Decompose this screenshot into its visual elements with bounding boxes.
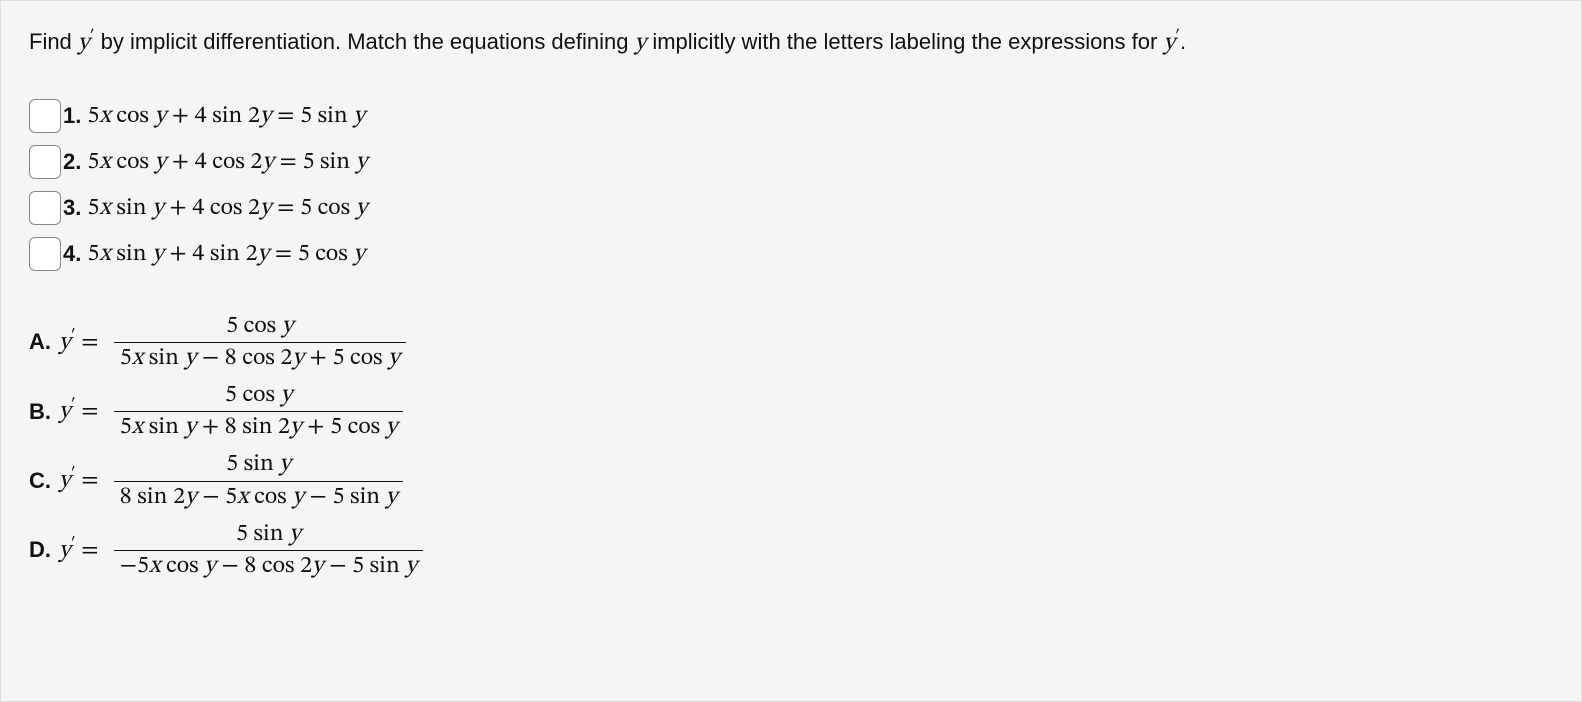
prompt-text-2: by implicit differentiation. Match the e… — [94, 29, 634, 54]
equation-3: 5x sin y + 4 cos 2y = 5 cos y — [87, 193, 367, 223]
answer-letter: B. — [29, 399, 51, 425]
yprime-symbol: y′ — [78, 31, 95, 55]
equation-number: 4. — [63, 241, 81, 267]
answer-C-expr: y′ = 5 sin y 8 sin 2y − 5x cos y − 5 sin… — [59, 449, 407, 512]
answer-letter: A. — [29, 329, 51, 355]
answer-A-expr: y′ = 5 cos y 5x sin y − 8 cos 2y + 5 cos… — [59, 311, 410, 374]
match-row: 4. 5x sin y + 4 sin 2y = 5 cos y — [29, 237, 1553, 271]
answer-B-expr: y′ = 5 cos y 5x sin y + 8 sin 2y + 5 cos… — [59, 380, 407, 443]
question-card: Find y′ by implicit differentiation. Mat… — [0, 0, 1582, 702]
answer-option-C: C. y′ = 5 sin y 8 sin 2y − 5x cos y − 5 … — [29, 449, 1553, 512]
equation-number: 3. — [63, 195, 81, 221]
answer-option-A: A. y′ = 5 cos y 5x sin y − 8 cos 2y + 5 … — [29, 311, 1553, 374]
match-row: 1. 5x cos y + 4 sin 2y = 5 sin y — [29, 99, 1553, 133]
prompt-text-3: implicitly with the letters labeling the… — [646, 29, 1163, 54]
equation-1: 5x cos y + 4 sin 2y = 5 sin y — [87, 101, 365, 131]
equation-number: 2. — [63, 149, 81, 175]
equation-4: 5x sin y + 4 sin 2y = 5 cos y — [87, 239, 365, 269]
fraction: 5 cos y 5x sin y − 8 cos 2y + 5 cos y — [114, 311, 406, 374]
answers-list: A. y′ = 5 cos y 5x sin y − 8 cos 2y + 5 … — [29, 311, 1553, 583]
match-input-3[interactable] — [29, 191, 61, 225]
yprime-symbol-2: y′ — [1163, 31, 1180, 55]
answer-letter: C. — [29, 468, 51, 494]
match-list: 1. 5x cos y + 4 sin 2y = 5 sin y 2. 5x c… — [29, 99, 1553, 271]
match-input-4[interactable] — [29, 237, 61, 271]
match-row: 2. 5x cos y + 4 cos 2y = 5 sin y — [29, 145, 1553, 179]
answer-D-expr: y′ = 5 sin y −5x cos y − 8 cos 2y − 5 si… — [59, 519, 427, 582]
answer-option-D: D. y′ = 5 sin y −5x cos y − 8 cos 2y − 5… — [29, 519, 1553, 582]
fraction: 5 sin y −5x cos y − 8 cos 2y − 5 sin y — [114, 519, 423, 582]
equation-2: 5x cos y + 4 cos 2y = 5 sin y — [87, 147, 367, 177]
question-prompt: Find y′ by implicit differentiation. Mat… — [29, 27, 1553, 61]
prompt-text-4: . — [1180, 29, 1186, 54]
prompt-text-1: Find — [29, 29, 78, 54]
match-input-1[interactable] — [29, 99, 61, 133]
answer-option-B: B. y′ = 5 cos y 5x sin y + 8 sin 2y + 5 … — [29, 380, 1553, 443]
fraction: 5 sin y 8 sin 2y − 5x cos y − 5 sin y — [114, 449, 404, 512]
y-symbol: y — [635, 31, 647, 55]
fraction: 5 cos y 5x sin y + 8 sin 2y + 5 cos y — [114, 380, 404, 443]
match-input-2[interactable] — [29, 145, 61, 179]
answer-letter: D. — [29, 537, 51, 563]
equation-number: 1. — [63, 103, 81, 129]
match-row: 3. 5x sin y + 4 cos 2y = 5 cos y — [29, 191, 1553, 225]
